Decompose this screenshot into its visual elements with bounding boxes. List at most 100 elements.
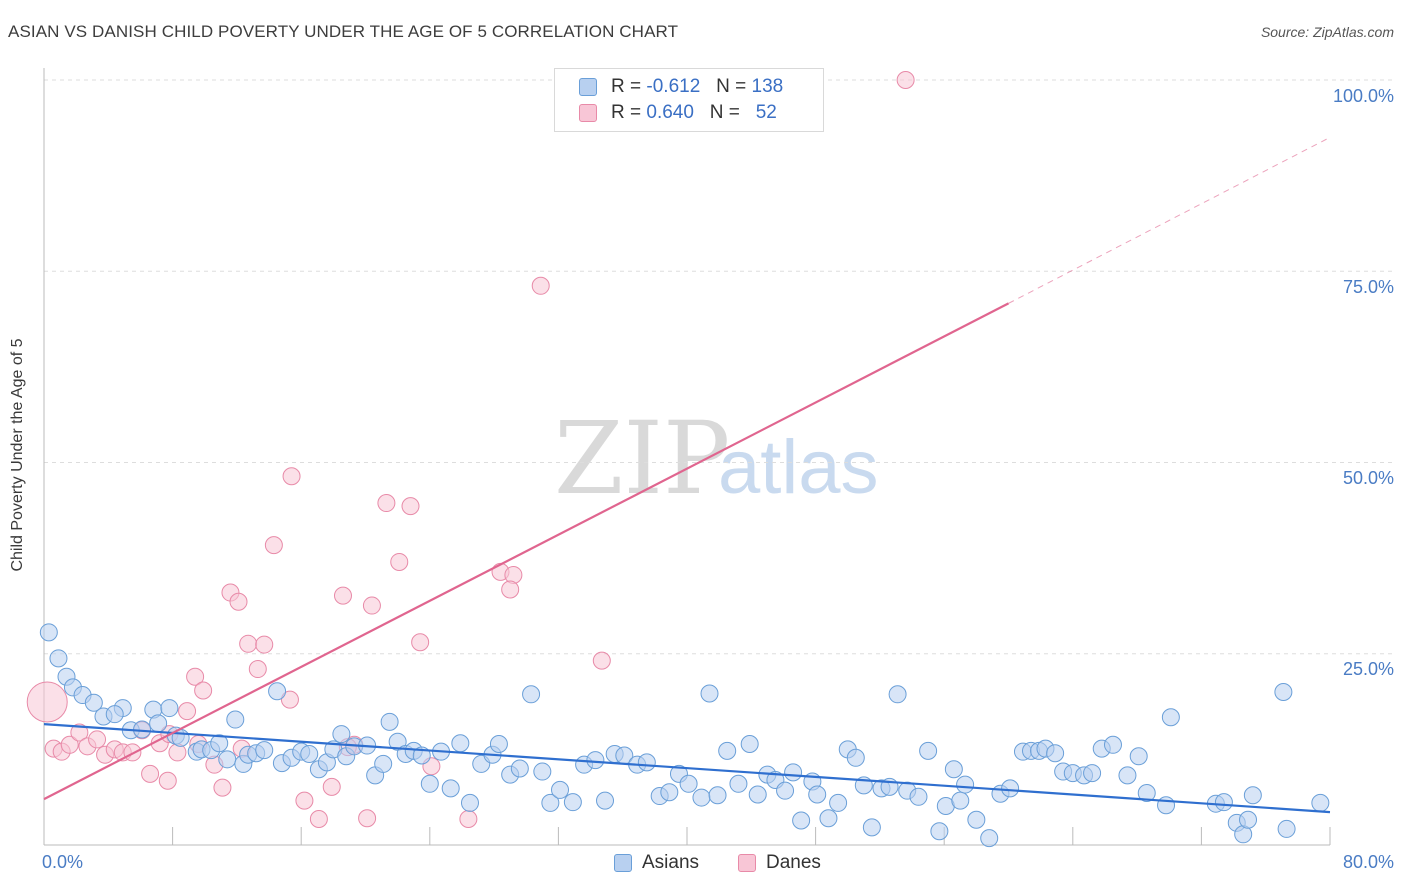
- asians-point: [420, 774, 439, 793]
- trend-lines: [43, 136, 1331, 814]
- asians-point: [255, 741, 274, 760]
- asians-point: [909, 787, 928, 806]
- danes-point: [501, 580, 520, 599]
- asians-swatch: [579, 78, 597, 96]
- danes-point: [333, 586, 352, 605]
- x-tick-label: 0.0%: [42, 852, 84, 872]
- asians-point: [1157, 796, 1176, 815]
- asians-point: [692, 788, 711, 807]
- asians-point: [1274, 683, 1293, 701]
- danes-point: [255, 635, 274, 654]
- danes-point: [88, 730, 107, 749]
- asians-point: [1083, 764, 1102, 783]
- y-axis-label: Child Poverty Under the Age of 5: [9, 338, 26, 572]
- asians-legend-swatch: [614, 854, 632, 872]
- asians-point: [596, 791, 615, 810]
- asians-point: [160, 699, 179, 718]
- danes-point: [248, 660, 267, 679]
- danes-point: [239, 634, 258, 653]
- asians-point: [776, 781, 795, 800]
- asians-point: [149, 714, 168, 733]
- correlation-legend: R = -0.612 N = 138 R = 0.640 N = 52: [554, 68, 824, 132]
- asians-point: [784, 763, 803, 782]
- asians-point: [1277, 819, 1296, 838]
- asians-point: [829, 793, 848, 812]
- asians-point: [792, 811, 811, 830]
- y-tick-label: 75.0%: [1342, 277, 1394, 297]
- danes-trend-line: [43, 302, 1010, 801]
- x-tick-label: 80.0%: [1342, 852, 1394, 872]
- asians-point: [1129, 747, 1148, 766]
- n-label: N =: [716, 76, 747, 97]
- chart-title: ASIAN VS DANISH CHILD POVERTY UNDER THE …: [8, 22, 679, 41]
- r-label: R =: [611, 76, 642, 97]
- asians-point: [380, 712, 399, 731]
- asians-trend-line: [43, 723, 1331, 814]
- y-tick-label: 25.0%: [1342, 659, 1394, 679]
- danes-point: [309, 809, 328, 828]
- danes-point: [178, 702, 197, 721]
- asians-point: [1311, 793, 1330, 812]
- asians-point: [919, 741, 938, 760]
- asians-point: [510, 759, 529, 778]
- asians-point: [729, 774, 748, 793]
- axes: [43, 68, 1331, 846]
- legend-row-danes: R = 0.640 N = 52: [579, 101, 777, 125]
- asians-point: [956, 775, 975, 794]
- asians-point: [460, 793, 479, 812]
- asians-point: [586, 751, 605, 770]
- asians-point: [268, 682, 287, 701]
- danes-point: [531, 276, 550, 295]
- n-label: N =: [709, 102, 740, 123]
- danes-point: [26, 681, 68, 723]
- danes-point: [282, 467, 301, 486]
- asians-point: [49, 649, 68, 668]
- asians-point: [967, 810, 986, 829]
- asians-point: [522, 685, 541, 704]
- asians-point: [332, 725, 351, 744]
- danes-point: [504, 565, 523, 584]
- r-value: -0.612: [646, 76, 701, 97]
- asians-point: [210, 734, 229, 753]
- asians-point: [1118, 766, 1137, 785]
- asians-point: [980, 829, 999, 848]
- y-tick-label: 100.0%: [1332, 86, 1394, 106]
- danes-point: [377, 494, 396, 513]
- asians-point: [84, 693, 103, 712]
- asians-point: [489, 735, 508, 754]
- asians-point: [748, 785, 767, 804]
- r-value: 0.640: [646, 102, 694, 123]
- asians-point: [300, 744, 319, 763]
- asians-point: [441, 779, 460, 798]
- danes-legend-swatch: [738, 854, 756, 872]
- watermark-zip: ZIP: [554, 400, 731, 517]
- source-label: Source: ZipAtlas.com: [1260, 24, 1394, 40]
- asians-point: [944, 760, 963, 779]
- asians-point: [551, 780, 570, 799]
- r-label: R =: [611, 102, 642, 123]
- danes-point: [141, 764, 160, 783]
- danes-point: [896, 71, 915, 89]
- asians-points: [39, 623, 1330, 848]
- danes-point: [168, 743, 187, 762]
- n-value: 52: [755, 102, 777, 123]
- danes-point: [229, 592, 248, 611]
- asians-point: [374, 754, 393, 773]
- asians-point: [819, 809, 838, 828]
- asians-legend-label: Asians: [642, 852, 700, 873]
- asians-point: [660, 783, 679, 802]
- asians-point: [1001, 779, 1020, 798]
- asians-point: [846, 748, 865, 767]
- asians-point: [451, 734, 470, 753]
- asians-point: [1161, 708, 1180, 727]
- asians-point: [218, 750, 237, 769]
- asians-point: [1214, 793, 1233, 812]
- danes-point: [401, 497, 420, 516]
- danes-point: [358, 809, 377, 828]
- danes-point: [322, 777, 341, 796]
- asians-point: [930, 822, 949, 841]
- legend-item-asians: Asians: [614, 852, 699, 874]
- asians-point: [105, 705, 124, 724]
- asians-point: [39, 623, 58, 642]
